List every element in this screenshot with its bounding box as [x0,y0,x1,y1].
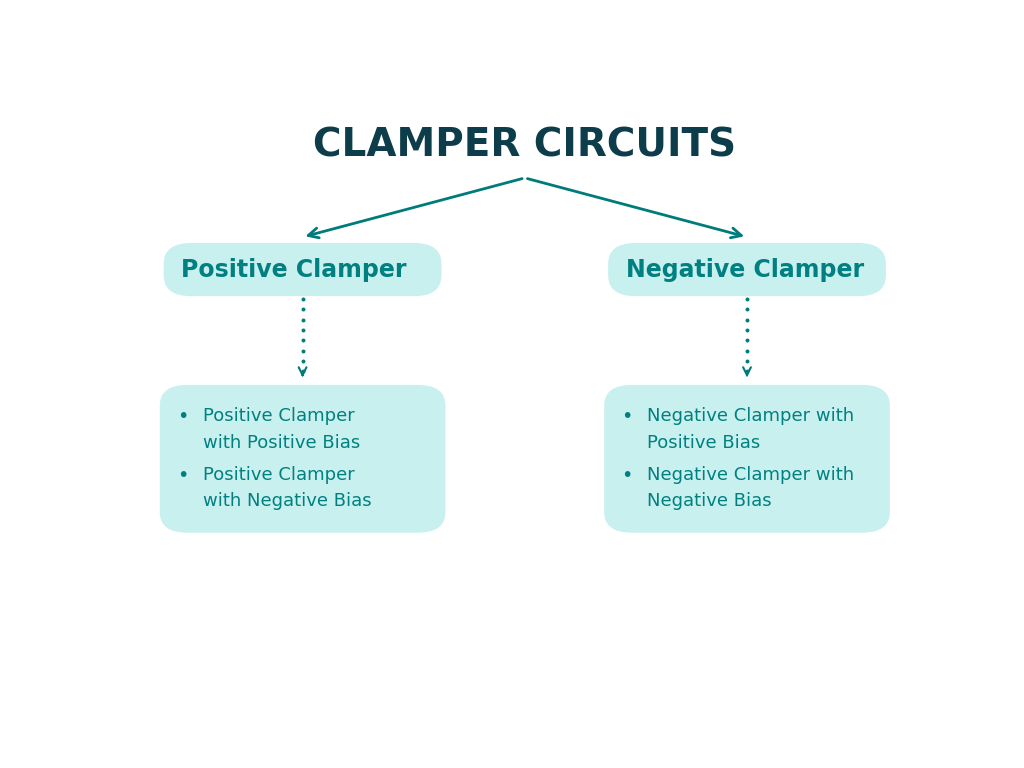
FancyBboxPatch shape [160,385,445,533]
Point [739,313,756,326]
Text: •: • [177,466,188,485]
FancyBboxPatch shape [608,243,886,296]
Point [739,293,756,305]
Point [739,365,756,377]
Point [739,355,756,367]
FancyBboxPatch shape [164,243,441,296]
Text: Negative Clamper with
Negative Bias: Negative Clamper with Negative Bias [647,466,854,510]
Point [295,313,311,326]
Point [739,324,756,336]
Point [295,324,311,336]
Point [295,365,311,377]
Point [295,303,311,316]
Text: Positive Clamper: Positive Clamper [181,257,407,282]
Text: Positive Clamper
with Positive Bias: Positive Clamper with Positive Bias [203,407,359,452]
Point [739,345,756,357]
Text: •: • [622,466,633,485]
Text: •: • [622,407,633,426]
FancyBboxPatch shape [604,385,890,533]
Text: •: • [177,407,188,426]
Point [295,355,311,367]
Point [295,345,311,357]
Text: Negative Clamper: Negative Clamper [626,257,863,282]
Text: Positive Clamper
with Negative Bias: Positive Clamper with Negative Bias [203,466,372,510]
Point [295,334,311,346]
Point [739,303,756,316]
Text: Negative Clamper with
Positive Bias: Negative Clamper with Positive Bias [647,407,854,452]
Text: CLAMPER CIRCUITS: CLAMPER CIRCUITS [313,127,736,164]
Point [295,293,311,305]
Point [739,334,756,346]
